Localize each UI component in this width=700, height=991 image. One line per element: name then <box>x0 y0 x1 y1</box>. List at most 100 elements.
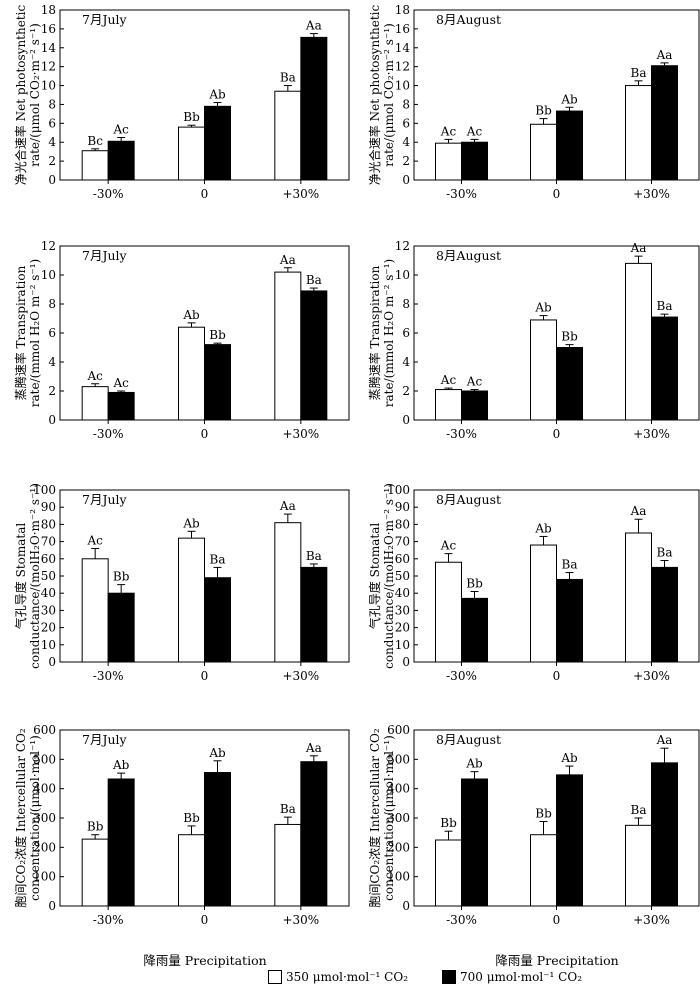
y-tick-label: 6 <box>48 326 56 340</box>
y-tick-label: 40 <box>41 586 56 600</box>
y-axis-title-line2: rate/(μmol CO₂·m⁻² s⁻¹) <box>382 23 396 167</box>
y-tick-label: 2 <box>48 384 56 398</box>
chart-panel-gs_aug: 0 10 20 30 40 50 60 70 80 90 100 8月August -30% Ac Bb 0 A… <box>387 483 700 683</box>
significance-label: Bc <box>87 134 103 148</box>
y-axis-title: 胞间CO₂浓度 Intercellular CO₂ concentration/(… <box>14 723 42 913</box>
chart-panel-tr_aug: 0 2 4 6 8 10 12 8月August -30% Ac Ac 0 Ab Bb +30% Aa Ba <box>395 239 700 441</box>
y-tick-label: 10 <box>395 79 410 93</box>
bar-700 <box>107 778 135 907</box>
y-tick-label: 200 <box>33 840 56 854</box>
y-tick-label: 20 <box>41 621 56 635</box>
significance-label: Ba <box>562 558 578 572</box>
y-tick-label: 70 <box>395 535 410 549</box>
y-tick-label: 60 <box>395 552 410 566</box>
month-label: 7月July <box>82 492 128 507</box>
y-tick-label: 100 <box>387 483 410 497</box>
bar-700 <box>300 566 328 663</box>
x-tick-label: 0 <box>553 187 561 201</box>
bar-350 <box>274 522 302 663</box>
x-tick-label: +30% <box>633 187 670 201</box>
legend: 350 μmol·mol⁻¹ CO₂ 700 μmol·mol⁻¹ CO₂ <box>0 968 700 988</box>
y-tick-label: 4 <box>402 135 410 149</box>
y-axis-title-line2: rate/(mmol H₂O m⁻² s⁻¹) <box>28 258 42 408</box>
month-label: 8月August <box>436 12 501 27</box>
significance-label: Ac <box>86 533 103 547</box>
significance-label: Ba <box>280 71 296 85</box>
y-tick-label: 10 <box>41 638 56 652</box>
y-tick-label: 10 <box>395 638 410 652</box>
x-tick-label: 0 <box>553 669 561 683</box>
x-tick-label: 0 <box>201 187 209 201</box>
significance-label: Bb <box>87 820 104 834</box>
legend-label-350: 350 μmol·mol⁻¹ CO₂ <box>286 970 409 984</box>
y-tick-label: 40 <box>395 586 410 600</box>
y-tick-label: 6 <box>402 326 410 340</box>
significance-label: Bb <box>183 811 200 825</box>
y-tick-label: 600 <box>33 723 56 737</box>
y-tick-label: 80 <box>395 517 410 531</box>
significance-label: Ac <box>466 124 483 138</box>
significance-label: Ac <box>112 123 129 137</box>
x-tick-label: 0 <box>201 669 209 683</box>
bar-350 <box>81 150 109 181</box>
significance-label: Ac <box>440 124 457 138</box>
significance-label: Ba <box>280 802 296 816</box>
bar-700 <box>556 578 583 663</box>
bar-700 <box>651 762 678 907</box>
y-tick-label: 600 <box>387 723 410 737</box>
x-tick-label: 0 <box>553 427 561 441</box>
chart-panel-tr_july: 0 2 4 6 8 10 12 7月July -30% Ac Ac 0 Ab Bb +30% Aa Ba <box>41 239 350 441</box>
y-axis-title: 蒸腾速率 Transpiration rate/(mmol H₂O m⁻² s⁻¹… <box>14 238 42 428</box>
bar-700 <box>556 347 583 421</box>
chart-panel-pn_aug: 0 2 4 6 8 10 12 14 16 18 8月August -30% Ac Ac 0 Bb Ab +30%… <box>395 3 700 201</box>
legend-label-700: 700 μmol·mol⁻¹ CO₂ <box>460 970 583 984</box>
y-tick-label: 0 <box>48 899 56 913</box>
y-tick-label: 50 <box>41 569 56 583</box>
bar-700 <box>204 577 231 663</box>
y-axis-title: 净光合速率 Net photosynthetic rate/(μmol CO₂·m… <box>14 0 42 190</box>
month-label: 7月July <box>82 248 128 263</box>
legend-swatch-white <box>268 970 282 984</box>
significance-label: Ab <box>208 746 226 760</box>
significance-label: Ba <box>631 803 647 817</box>
y-axis-title-line2: concentration/(μmol·mol⁻¹) <box>382 735 396 901</box>
bar-350 <box>178 834 205 907</box>
x-tick-label: +30% <box>282 187 319 201</box>
bar-350 <box>435 389 462 421</box>
bar-350 <box>625 262 652 421</box>
bar-700 <box>651 316 678 421</box>
bar-350 <box>625 824 652 907</box>
y-tick-label: 20 <box>395 621 410 635</box>
y-tick-label: 12 <box>41 60 56 74</box>
y-tick-label: 10 <box>41 268 56 282</box>
y-tick-label: 14 <box>395 41 411 55</box>
significance-label: Ba <box>306 549 322 563</box>
bar-700 <box>204 105 231 181</box>
y-tick-label: 0 <box>48 413 56 427</box>
x-tick-label: -30% <box>93 187 124 201</box>
y-tick-label: 4 <box>48 135 56 149</box>
significance-label: Aa <box>305 19 322 33</box>
y-axis-title: 净光合速率 Net photosynthetic rate/(μmol CO₂·m… <box>368 0 396 190</box>
y-tick-label: 4 <box>48 355 56 369</box>
bar-350 <box>178 326 205 421</box>
y-axis-title-line1: 气孔导度 Stomatal <box>368 522 382 630</box>
significance-label: Ba <box>631 66 647 80</box>
y-tick-label: 100 <box>387 870 410 884</box>
y-tick-label: 12 <box>395 239 410 253</box>
chart-panel-ci_aug: 0 100 200 300 400 500 600 8月August -30% Bb Ab 0 Bb Ab… <box>387 723 700 927</box>
bar-700 <box>107 391 135 421</box>
y-tick-label: 10 <box>395 268 410 282</box>
y-axis-title: 胞间CO₂浓度 Intercellular CO₂ concentration/(… <box>368 723 396 913</box>
month-label: 7月July <box>82 732 128 747</box>
month-label: 8月August <box>436 492 501 507</box>
y-tick-label: 18 <box>395 3 410 17</box>
significance-label: Ba <box>657 546 673 560</box>
significance-label: Ac <box>440 373 457 387</box>
y-tick-label: 18 <box>41 3 56 17</box>
x-tick-label: +30% <box>282 669 319 683</box>
y-tick-label: 0 <box>402 173 410 187</box>
y-tick-label: 0 <box>402 899 410 913</box>
y-tick-label: 4 <box>402 355 410 369</box>
